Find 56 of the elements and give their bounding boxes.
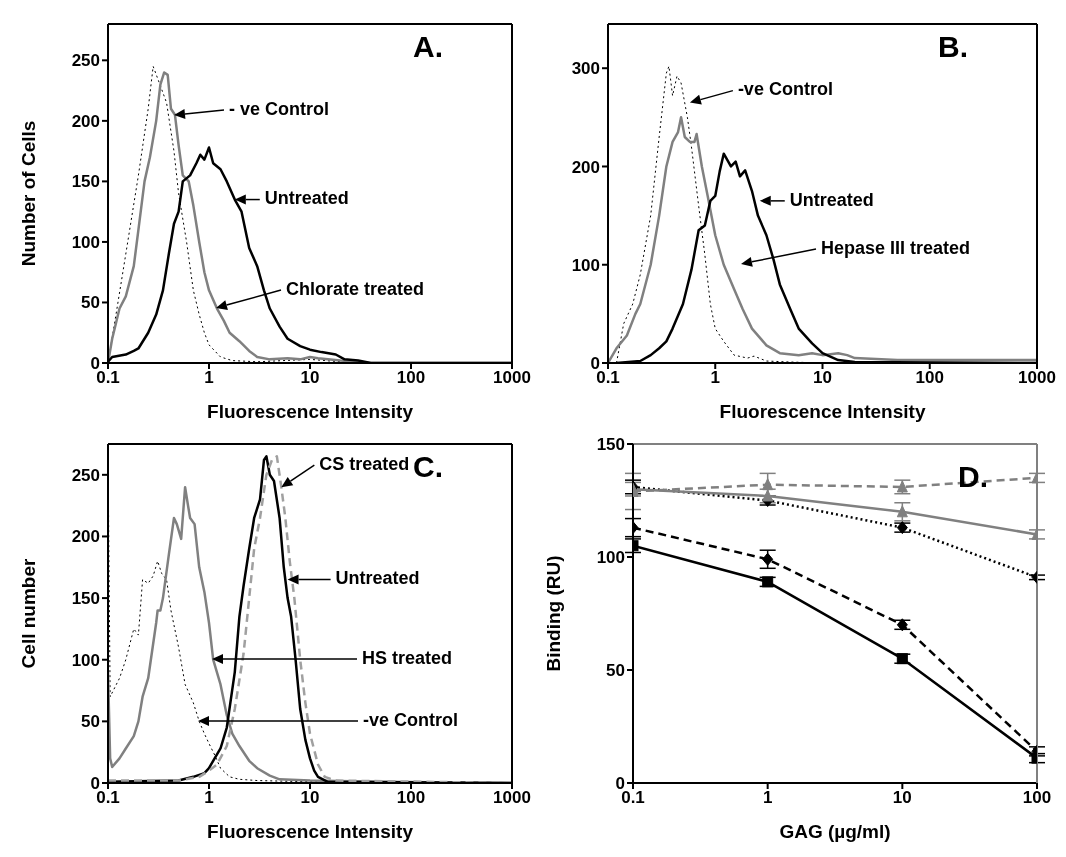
x-axis-title: Fluorescence Intensity: [207, 401, 414, 422]
y-tick-label: 50: [81, 293, 100, 313]
annotation: Hepase III treated: [821, 237, 971, 258]
x-tick-label: 100: [396, 788, 426, 808]
x-tick-label: 0.1: [621, 788, 645, 808]
x-axis-title: GAG (µg/ml): [779, 821, 891, 842]
x-tick-label: 1000: [493, 368, 531, 388]
y-tick-label: 300: [571, 59, 600, 79]
x-tick-label: 100: [1022, 788, 1052, 808]
x-tick-label: 10: [813, 368, 832, 388]
annotation: D.: [958, 460, 988, 494]
annotation: A.: [413, 30, 443, 64]
y-axis-title: Cell number: [17, 558, 39, 669]
annotation: Untreated: [264, 188, 349, 209]
y-tick-label: 200: [71, 527, 100, 547]
x-tick-label: 1: [204, 368, 214, 388]
y-axis-title: Number of Cells: [17, 120, 39, 267]
y-tick-label: 100: [571, 255, 600, 275]
x-tick-label: 100: [915, 368, 944, 388]
y-tick-label: 150: [71, 589, 100, 609]
x-tick-label: 1: [204, 788, 214, 808]
x-axis-title: Fluorescence Intensity: [719, 401, 926, 422]
y-tick-label: 100: [71, 232, 100, 252]
y-tick-label: 100: [596, 548, 625, 568]
x-tick-label: 1000: [493, 788, 531, 808]
y-tick-label: 200: [71, 111, 100, 131]
x-tick-label: 0.1: [96, 368, 120, 388]
annotation: Untreated: [335, 568, 420, 589]
annotation: - ve Control: [229, 98, 330, 119]
annotation: -ve Control: [737, 79, 833, 100]
x-tick-label: 1: [762, 788, 773, 808]
y-tick-label: 100: [71, 650, 100, 670]
x-tick-label: 0.1: [96, 788, 120, 808]
annotation: Chlorate treated: [286, 278, 425, 299]
y-tick-label: 250: [71, 465, 100, 485]
x-tick-label: 10: [300, 368, 320, 388]
y-tick-label: 250: [71, 51, 100, 71]
y-tick-label: 50: [606, 661, 625, 681]
annotation: CS treated: [319, 453, 410, 474]
y-axis-title: Binding (RU): [542, 555, 564, 672]
annotation: -ve Control: [363, 709, 459, 730]
x-tick-label: 1: [710, 368, 720, 388]
y-tick-label: 150: [596, 435, 625, 455]
y-tick-label: 200: [571, 157, 600, 177]
x-axis-title: Fluorescence Intensity: [207, 821, 414, 842]
annotation: HS treated: [362, 647, 453, 668]
x-tick-label: 1000: [1018, 368, 1056, 388]
x-tick-label: 10: [300, 788, 320, 808]
annotation: C.: [413, 450, 443, 484]
annotation: B.: [938, 30, 968, 64]
y-tick-label: 150: [71, 172, 100, 192]
x-tick-label: 100: [396, 368, 426, 388]
x-tick-label: 0.1: [596, 368, 620, 388]
x-tick-label: 10: [892, 788, 912, 808]
annotation: Untreated: [789, 189, 874, 210]
y-tick-label: 50: [81, 712, 100, 732]
